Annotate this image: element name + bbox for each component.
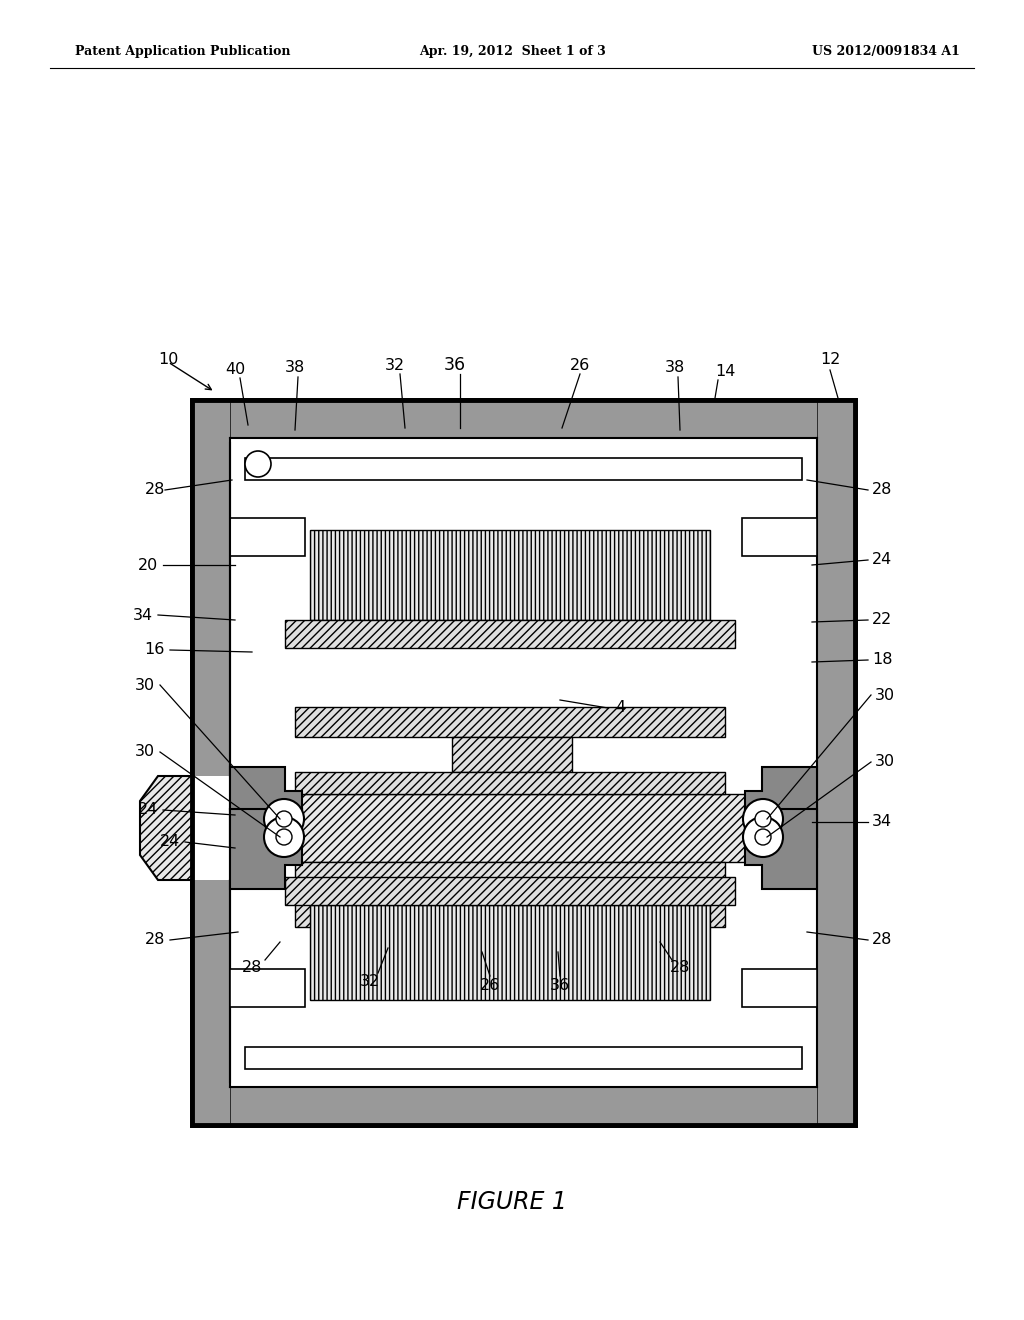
Polygon shape xyxy=(742,517,817,556)
Text: 38: 38 xyxy=(665,360,685,375)
Polygon shape xyxy=(193,400,855,438)
Polygon shape xyxy=(245,458,802,480)
Text: 26: 26 xyxy=(480,978,500,993)
Text: Apr. 19, 2012  Sheet 1 of 3: Apr. 19, 2012 Sheet 1 of 3 xyxy=(419,45,605,58)
Circle shape xyxy=(245,451,271,477)
Circle shape xyxy=(743,799,783,840)
Text: 26: 26 xyxy=(570,358,590,372)
Text: 28: 28 xyxy=(144,932,165,948)
Text: 20: 20 xyxy=(138,557,158,573)
Polygon shape xyxy=(295,898,725,927)
Polygon shape xyxy=(295,708,725,737)
Circle shape xyxy=(264,817,304,857)
Text: 38: 38 xyxy=(285,360,305,375)
Polygon shape xyxy=(285,620,735,648)
Text: 30: 30 xyxy=(135,677,155,693)
Polygon shape xyxy=(745,767,817,847)
Text: 40: 40 xyxy=(225,363,245,378)
Text: 10: 10 xyxy=(158,352,178,367)
Text: 30: 30 xyxy=(135,744,155,759)
Text: 18: 18 xyxy=(872,652,893,668)
Text: 28: 28 xyxy=(242,961,262,975)
Circle shape xyxy=(743,817,783,857)
Polygon shape xyxy=(230,767,302,847)
Text: 28: 28 xyxy=(144,483,165,498)
Polygon shape xyxy=(452,737,572,772)
Text: US 2012/0091834 A1: US 2012/0091834 A1 xyxy=(812,45,961,58)
Circle shape xyxy=(276,829,292,845)
Polygon shape xyxy=(193,400,230,1125)
Polygon shape xyxy=(452,884,572,919)
Text: 30: 30 xyxy=(874,688,895,702)
Polygon shape xyxy=(295,862,725,884)
Text: 12: 12 xyxy=(820,352,840,367)
Text: 32: 32 xyxy=(385,358,406,372)
Text: 28: 28 xyxy=(872,932,892,948)
Polygon shape xyxy=(193,400,855,1125)
Polygon shape xyxy=(140,776,193,880)
Circle shape xyxy=(755,810,771,828)
Text: 24: 24 xyxy=(872,553,892,568)
Polygon shape xyxy=(193,776,230,880)
Text: 24: 24 xyxy=(160,834,180,850)
Circle shape xyxy=(755,829,771,845)
Text: 24: 24 xyxy=(138,803,158,817)
Polygon shape xyxy=(245,1047,802,1069)
Polygon shape xyxy=(295,772,725,795)
Polygon shape xyxy=(230,809,302,888)
Polygon shape xyxy=(193,1086,855,1125)
Text: 28: 28 xyxy=(872,483,892,498)
Polygon shape xyxy=(742,969,817,1007)
Text: 36: 36 xyxy=(550,978,570,993)
Text: 34: 34 xyxy=(133,607,153,623)
Text: 14: 14 xyxy=(715,364,735,380)
Text: 28: 28 xyxy=(670,961,690,975)
Text: 16: 16 xyxy=(144,643,165,657)
Polygon shape xyxy=(238,795,809,862)
Text: 32: 32 xyxy=(360,974,380,990)
Text: 36: 36 xyxy=(444,356,466,374)
Text: 4: 4 xyxy=(615,701,625,715)
Polygon shape xyxy=(745,809,817,888)
Text: 30: 30 xyxy=(874,755,895,770)
Circle shape xyxy=(276,810,292,828)
Polygon shape xyxy=(230,517,305,556)
Polygon shape xyxy=(285,876,735,906)
Polygon shape xyxy=(817,400,855,1125)
Circle shape xyxy=(264,799,304,840)
Polygon shape xyxy=(230,969,305,1007)
Text: 34: 34 xyxy=(872,814,892,829)
Text: 22: 22 xyxy=(872,612,892,627)
Text: Patent Application Publication: Patent Application Publication xyxy=(75,45,291,58)
Text: FIGURE 1: FIGURE 1 xyxy=(457,1191,567,1214)
Polygon shape xyxy=(310,531,710,620)
Polygon shape xyxy=(310,906,710,1001)
